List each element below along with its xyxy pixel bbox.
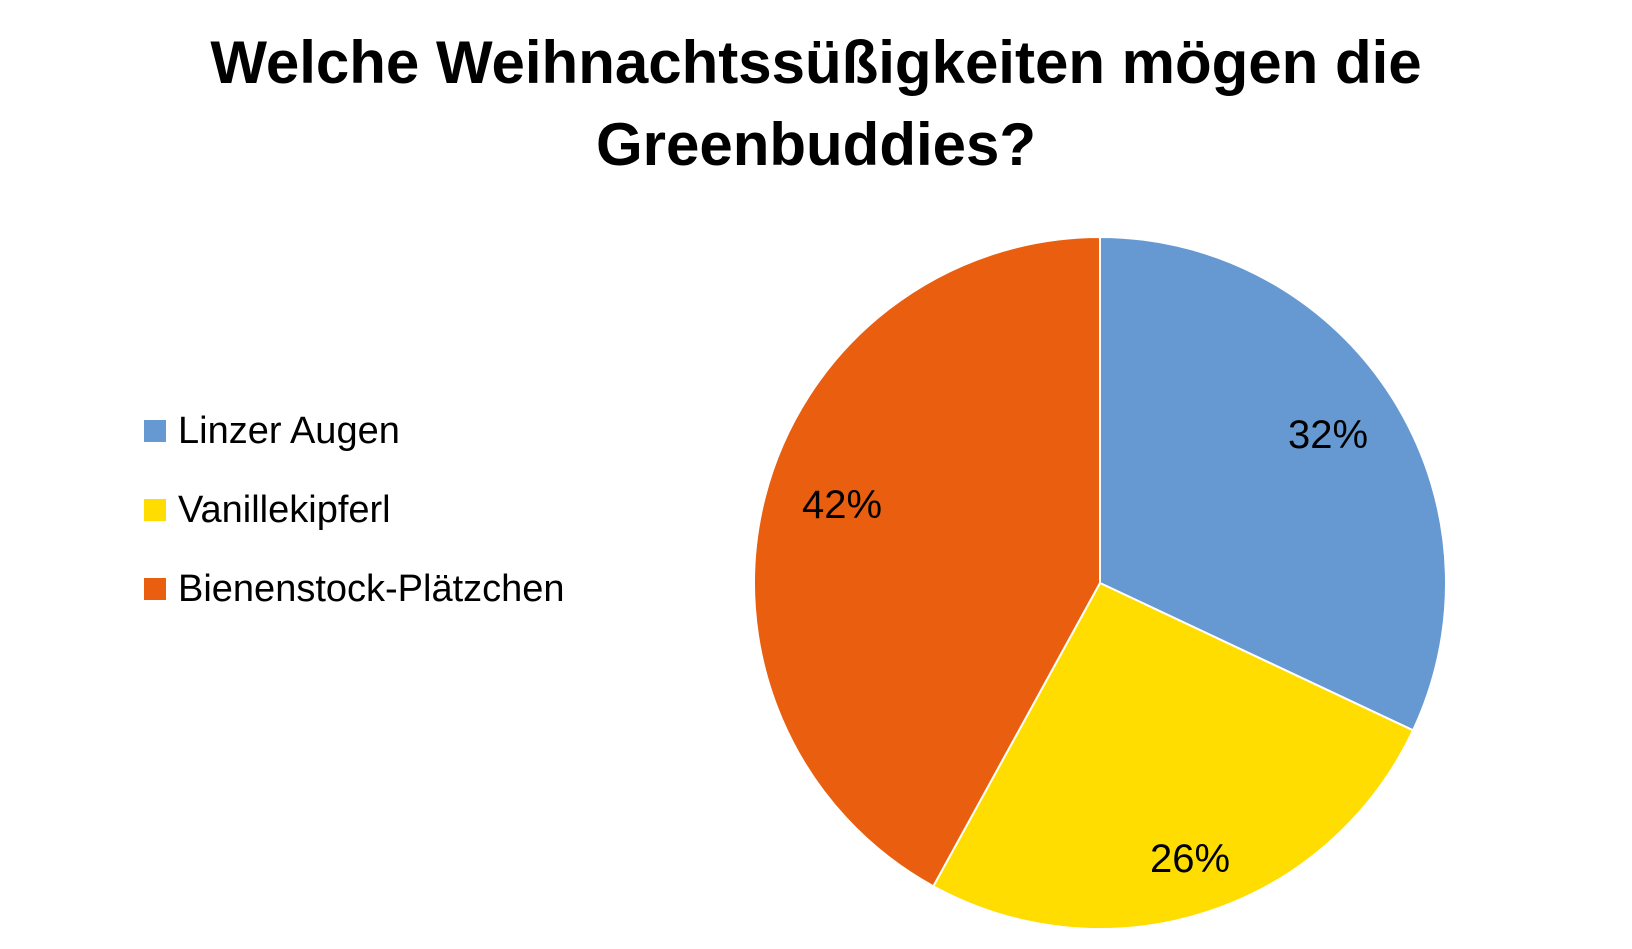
legend-label-bienenstock-plaetzchen: Bienenstock-Plätzchen: [178, 568, 565, 610]
legend-swatch-bienenstock-plaetzchen: [144, 578, 166, 600]
legend: Linzer Augen Vanillekipferl Bienenstock-…: [144, 405, 565, 642]
legend-item-vanillekipferl: Vanillekipferl: [144, 484, 565, 536]
legend-label-linzer-augen: Linzer Augen: [178, 410, 400, 452]
legend-swatch-vanillekipferl: [144, 499, 166, 521]
data-label-bienenstock-plaetzchen: 42%: [802, 483, 882, 527]
legend-label-vanillekipferl: Vanillekipferl: [178, 489, 391, 531]
legend-swatch-linzer-augen: [144, 420, 166, 442]
legend-item-bienenstock-plaetzchen: Bienenstock-Plätzchen: [144, 563, 565, 615]
pie-slice-bienenstock-plaetzchen: [753, 235, 1101, 888]
chart-title: Welche Weihnachtssüßigkeiten mögen die G…: [210, 29, 1422, 178]
legend-item-linzer-augen: Linzer Augen: [144, 405, 565, 457]
data-label-vanillekipferl: 26%: [1150, 837, 1230, 881]
data-label-linzer-augen: 32%: [1288, 413, 1368, 457]
pie-slice-linzer-augen: [1099, 235, 1447, 732]
